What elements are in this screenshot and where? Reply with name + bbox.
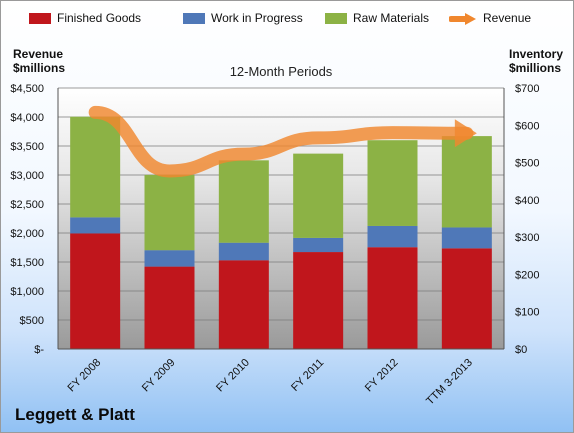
raw-materials-bar (144, 174, 195, 251)
right-axis-title: Inventory $millions (509, 47, 564, 75)
work-in-progress-bar (218, 242, 269, 261)
finished-goods-bar (218, 260, 269, 349)
raw-materials-bar (70, 116, 121, 218)
right-tick-label: $100 (515, 307, 539, 319)
left-tick-label: $2,000 (10, 228, 44, 240)
left-tick-label: $4,500 (10, 83, 44, 95)
legend-label-raw-materials: Raw Materials (353, 11, 430, 25)
legend-swatch-work-in-progress (183, 13, 205, 24)
x-tick-label: FY 2010 (214, 357, 252, 395)
finished-goods-bar (70, 233, 121, 349)
left-axis-title: Revenue $millions (13, 47, 66, 75)
legend-label-finished-goods: Finished Goods (57, 11, 142, 25)
right-tick-label: $700 (515, 83, 539, 95)
right-tick-label: $300 (515, 232, 539, 244)
raw-materials-bar (441, 136, 492, 228)
legend-label-revenue: Revenue (483, 11, 532, 25)
finished-goods-bar (367, 247, 418, 349)
x-tick-label: FY 2009 (140, 357, 178, 395)
x-tick-label: TTM 3-2013 (424, 357, 475, 408)
left-tick-label: $3,000 (10, 170, 44, 182)
legend-swatch-finished-goods (29, 13, 51, 24)
left-tick-label: $- (34, 344, 44, 356)
x-tick-label: FY 2008 (66, 357, 104, 395)
right-tick-label: $400 (515, 195, 539, 207)
left-tick-label: $3,500 (10, 141, 44, 153)
right-tick-label: $0 (515, 344, 527, 356)
work-in-progress-bar (367, 225, 418, 248)
revenue-line (88, 105, 474, 178)
work-in-progress-bar (441, 227, 492, 249)
work-in-progress-bar (144, 250, 195, 267)
left-tick-label: $2,500 (10, 199, 44, 211)
finished-goods-bar (441, 248, 492, 349)
right-tick-label: $500 (515, 158, 539, 170)
work-in-progress-bar (70, 217, 121, 234)
x-tick-label: FY 2012 (363, 357, 401, 395)
left-tick-label: $1,000 (10, 286, 44, 298)
legend-swatch-raw-materials (325, 13, 347, 24)
legend-label-work-in-progress: Work in Progress (211, 11, 303, 25)
finished-goods-bar (293, 252, 344, 349)
revenue-arrowhead (454, 119, 477, 148)
company-name: Leggett & Platt (15, 405, 135, 424)
left-tick-label: $1,500 (10, 257, 44, 269)
raw-materials-bar (218, 160, 269, 243)
work-in-progress-bar (293, 237, 344, 253)
left-tick-label: $500 (20, 315, 44, 327)
raw-materials-bar (293, 153, 344, 238)
chart-subtitle: 12-Month Periods (229, 64, 333, 79)
legend-arrow-icon (449, 13, 476, 25)
left-tick-label: $4,000 (10, 112, 44, 124)
finished-goods-bar (144, 266, 195, 349)
x-tick-label: FY 2011 (289, 357, 326, 394)
right-tick-label: $600 (515, 120, 539, 132)
raw-materials-bar (367, 140, 418, 226)
right-tick-label: $200 (515, 269, 539, 281)
